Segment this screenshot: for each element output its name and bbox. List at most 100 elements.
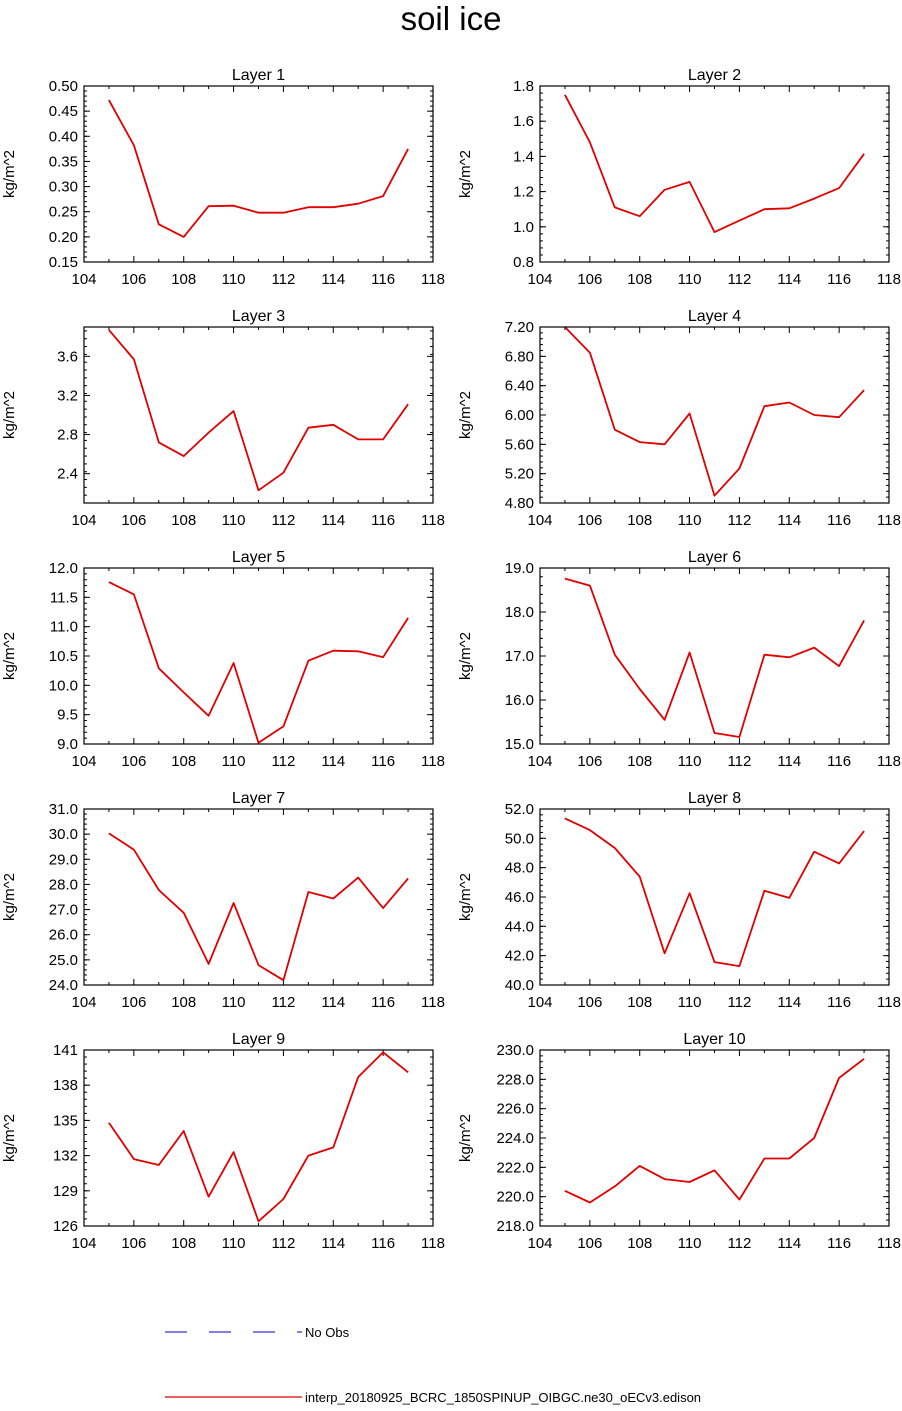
layer-8-xtick-label: 106 bbox=[577, 994, 602, 1011]
layer-8-xtick-label: 104 bbox=[527, 994, 552, 1011]
layer-4-xtick-label: 112 bbox=[727, 512, 751, 529]
layer-8-ytick-label: 42.0 bbox=[505, 948, 534, 965]
layer-5-ytick-label: 12.0 bbox=[49, 560, 78, 577]
layer-2-ytick-label: 1.2 bbox=[513, 184, 534, 201]
layer-1-ytick-label: 0.40 bbox=[49, 128, 78, 145]
layer-9-ytick-label: 141 bbox=[53, 1042, 78, 1059]
layer-4-ytick-label: 6.40 bbox=[505, 378, 534, 395]
layer-8-ytick-label: 50.0 bbox=[505, 830, 534, 847]
layer-1-xtick-label: 116 bbox=[371, 271, 395, 288]
layer-10-xtick-label: 116 bbox=[827, 1235, 851, 1252]
layer-1-title: Layer 1 bbox=[232, 67, 285, 84]
layer-4-ytick-label: 4.80 bbox=[505, 495, 534, 512]
layer-8-frame bbox=[539, 808, 890, 986]
layer-10-ytick-label: 224.0 bbox=[496, 1130, 534, 1147]
layer-2-frame bbox=[539, 85, 890, 263]
layer-5-ytick-label: 10.5 bbox=[49, 648, 78, 665]
layer-2-ytick-label: 0.8 bbox=[513, 254, 534, 271]
layer-5-series-line bbox=[108, 581, 409, 744]
layer-10-ytick-label: 220.0 bbox=[496, 1189, 534, 1206]
layer-9-xtick-label: 118 bbox=[421, 1235, 445, 1252]
layer-4-xtick-label: 108 bbox=[627, 512, 652, 529]
layer-4-ytick-label: 5.60 bbox=[505, 436, 534, 453]
layer-3-series-line bbox=[108, 329, 409, 492]
layer-1-ylabel: kg/m^2 bbox=[1, 150, 18, 198]
layer-9-title: Layer 9 bbox=[232, 1031, 285, 1048]
layer-7-xtick-label: 110 bbox=[222, 994, 246, 1011]
layer-9-panel: Layer 9 kg/m^2 104 106 108 110 112 114 116 118 126… bbox=[1, 1031, 445, 1252]
layer-6-ytick-label: 16.0 bbox=[505, 692, 534, 709]
layer-9-ytick-label: 129 bbox=[53, 1183, 78, 1200]
layer-5-xtick-label: 104 bbox=[71, 753, 96, 770]
layer-1-ytick-label: 0.25 bbox=[49, 204, 78, 221]
layer-5-ylabel: kg/m^2 bbox=[1, 632, 18, 680]
layer-7-series-line bbox=[108, 832, 409, 982]
layer-2-xtick-label: 116 bbox=[827, 271, 851, 288]
layer-3-frame bbox=[83, 326, 434, 504]
layer-2-xtick-label: 104 bbox=[527, 271, 552, 288]
layer-4-xtick-label: 118 bbox=[877, 512, 901, 529]
layer-4-xtick-label: 114 bbox=[777, 512, 801, 529]
layer-10-ytick-label: 228.0 bbox=[496, 1071, 534, 1088]
layer-10-xtick-label: 118 bbox=[877, 1235, 901, 1252]
layer-10-ytick-label: 218.0 bbox=[496, 1218, 534, 1235]
layer-10-ylabel: kg/m^2 bbox=[457, 1114, 474, 1162]
layer-6-xtick-label: 106 bbox=[577, 753, 602, 770]
layer-8-ytick-label: 52.0 bbox=[505, 801, 534, 818]
layer-5-ytick-label: 9.0 bbox=[57, 736, 78, 753]
layer-3-xtick-label: 114 bbox=[321, 512, 345, 529]
layer-7-ytick-label: 27.0 bbox=[49, 902, 78, 919]
layer-10-ytick-label: 222.0 bbox=[496, 1159, 534, 1176]
layer-6-xtick-label: 104 bbox=[527, 753, 552, 770]
layer-3-xtick-label: 106 bbox=[121, 512, 146, 529]
layer-7-ytick-label: 25.0 bbox=[49, 952, 78, 969]
layer-7-ytick-label: 31.0 bbox=[49, 801, 78, 818]
layer-7-ytick-label: 24.0 bbox=[49, 977, 78, 994]
layer-5-ytick-label: 10.0 bbox=[49, 677, 78, 694]
layer-9-series-line bbox=[108, 1051, 409, 1223]
layer-6-xtick-label: 116 bbox=[827, 753, 851, 770]
layer-9-ylabel: kg/m^2 bbox=[1, 1114, 18, 1162]
layer-2-xtick-label: 112 bbox=[727, 271, 751, 288]
layer-4-xtick-label: 104 bbox=[527, 512, 552, 529]
layer-2-ytick-label: 1.8 bbox=[513, 78, 534, 95]
layer-7-xtick-label: 118 bbox=[421, 994, 445, 1011]
layer-4-xtick-label: 116 bbox=[827, 512, 851, 529]
layer-5-panel: Layer 5 kg/m^2 104 106 108 110 112 114 116 118 9.0… bbox=[1, 549, 445, 770]
layer-4-ytick-label: 5.20 bbox=[505, 466, 534, 483]
layer-4-title: Layer 4 bbox=[688, 308, 741, 325]
layer-10-ytick-label: 230.0 bbox=[496, 1042, 534, 1059]
layer-4-ylabel: kg/m^2 bbox=[457, 391, 474, 439]
layer-6-ytick-label: 15.0 bbox=[505, 736, 534, 753]
layer-3-xtick-label: 104 bbox=[71, 512, 96, 529]
layer-3-xtick-label: 116 bbox=[371, 512, 395, 529]
layer-10-xtick-label: 106 bbox=[577, 1235, 602, 1252]
layer-9-xtick-label: 106 bbox=[121, 1235, 146, 1252]
layer-7-xtick-label: 108 bbox=[171, 994, 196, 1011]
layer-2-xtick-label: 114 bbox=[777, 271, 801, 288]
layer-8-xtick-label: 116 bbox=[827, 994, 851, 1011]
layer-1-ytick-label: 0.50 bbox=[49, 78, 78, 95]
layer-7-ytick-label: 26.0 bbox=[49, 927, 78, 944]
layer-5-xtick-label: 110 bbox=[222, 753, 246, 770]
layer-9-xtick-label: 108 bbox=[171, 1235, 196, 1252]
layer-8-xtick-label: 114 bbox=[777, 994, 801, 1011]
layer-8-ylabel: kg/m^2 bbox=[457, 873, 474, 921]
layer-9-ytick-label: 138 bbox=[53, 1077, 78, 1094]
layer-8-xtick-label: 118 bbox=[877, 994, 901, 1011]
layer-10-xtick-label: 112 bbox=[727, 1235, 751, 1252]
layer-9-xtick-label: 114 bbox=[321, 1235, 345, 1252]
layer-8-ytick-label: 48.0 bbox=[505, 860, 534, 877]
layer-3-ylabel: kg/m^2 bbox=[1, 391, 18, 439]
layer-4-panel: Layer 4 kg/m^2 104 106 108 110 112 114 116 118 4.8… bbox=[457, 308, 901, 529]
layer-1-ytick-label: 0.30 bbox=[49, 179, 78, 196]
layer-1-ytick-label: 0.15 bbox=[49, 254, 78, 271]
layer-1-xtick-label: 108 bbox=[171, 271, 196, 288]
layer-4-series-line bbox=[564, 326, 865, 497]
layer-6-series-line bbox=[564, 577, 865, 738]
layer-1-xtick-label: 118 bbox=[421, 271, 445, 288]
layer-4-ytick-label: 7.20 bbox=[505, 319, 534, 336]
layer-6-ylabel: kg/m^2 bbox=[457, 632, 474, 680]
layer-3-xtick-label: 118 bbox=[421, 512, 445, 529]
